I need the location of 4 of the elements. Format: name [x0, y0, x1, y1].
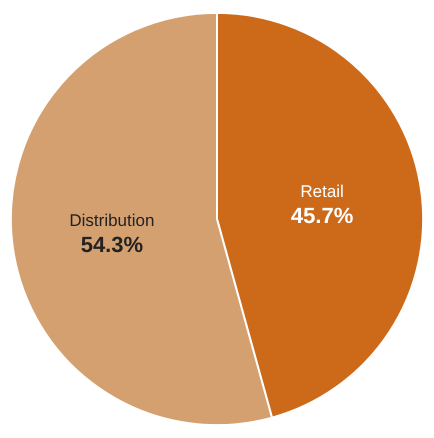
data-label: 54.3%: [80, 232, 144, 257]
data-label: 45.7%: [290, 203, 354, 228]
slice-label: Retail: [300, 182, 344, 202]
slice-label: Distribution: [69, 210, 154, 230]
